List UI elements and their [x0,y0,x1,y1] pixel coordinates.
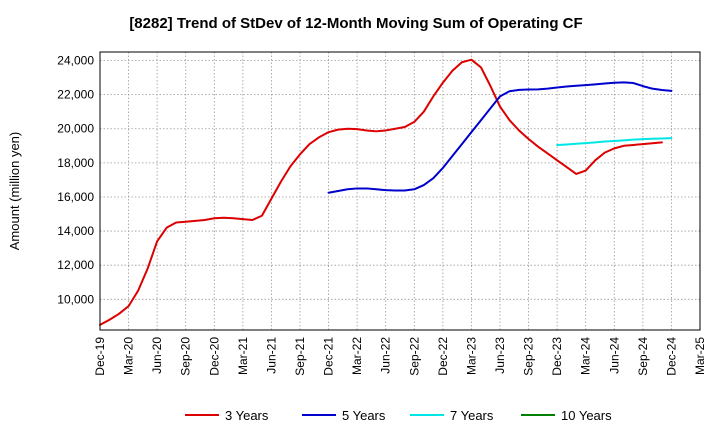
x-tick-label: Dec-21 [322,337,336,376]
y-tick-label: 16,000 [57,190,94,204]
x-tick-label: Jun-22 [379,337,393,374]
x-tick-label: Sep-23 [522,337,536,376]
x-tick-label: Dec-23 [550,337,564,376]
y-tick-label: 12,000 [57,258,94,272]
x-tick-label: Mar-22 [350,337,364,375]
series-line-5-years [327,81,673,194]
x-tick-label: Mar-21 [236,337,250,375]
x-tick-label: Jun-21 [264,337,278,374]
x-tick-label: Dec-19 [93,337,107,376]
x-tick-label: Jun-20 [150,337,164,374]
x-tick-label: Dec-20 [207,337,221,376]
x-tick-label: Sep-24 [636,337,650,376]
x-tick-label: Mar-24 [579,337,593,375]
y-tick-label: 24,000 [57,54,94,68]
y-tick-label: 22,000 [57,88,94,102]
x-tick-label: Mar-23 [464,337,478,375]
x-tick-label: Sep-22 [407,337,421,376]
x-tick-label: Sep-21 [293,337,307,376]
x-tick-label: Dec-22 [436,337,450,376]
y-tick-label: 10,000 [57,292,94,306]
y-tick-label: 18,000 [57,156,94,170]
series-lines [99,58,673,326]
y-tick-label: 20,000 [57,122,94,136]
legend-label: 5 Years [342,408,386,423]
plot-frame [99,51,701,331]
chart-title: [8282] Trend of StDev of 12-Month Moving… [129,15,582,32]
legend-label: 10 Years [561,408,612,423]
legend-label: 3 Years [225,408,269,423]
x-tick-label: Dec-24 [664,337,678,376]
y-tick-label: 14,000 [57,224,94,238]
x-tick-label: Sep-20 [179,337,193,376]
y-axis-label: Amount (million yen) [7,132,22,251]
y-tick-labels: 10,000 12,000 14,000 16,000 18,000 20,000 22,0… [57,54,94,307]
series-line-3-years [99,58,663,326]
x-tick-label: Jun-23 [493,337,507,374]
legend-label: 7 Years [450,408,494,423]
x-tick-label: Jun-24 [607,337,621,374]
legend: 3 Years 5 Years 7 Years 10 Years [185,408,612,423]
x-tick-label: Mar-25 [693,337,707,375]
series-line-7-years [556,137,673,146]
x-tick-labels: Dec-19 Mar-20 Jun-20 Sep-20 Dec-20 Mar-21 Jun-… [93,337,707,376]
x-tick-label: Mar-20 [122,337,136,375]
